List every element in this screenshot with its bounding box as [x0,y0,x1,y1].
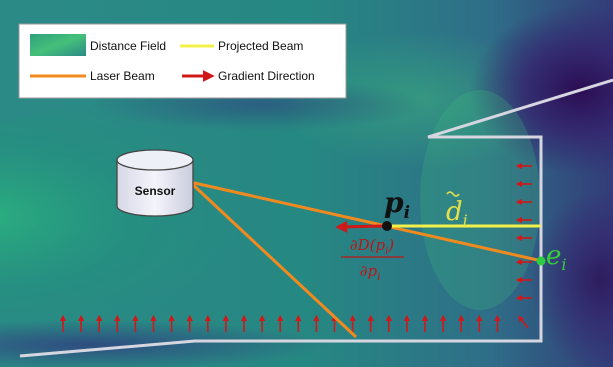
label-e-i: ei [546,241,567,274]
legend-swatch-distance-field [30,34,86,56]
sensor-label: Sensor [135,184,176,198]
legend: Distance Field Projected Beam Laser Beam… [18,23,347,99]
svg-text:∂pi: ∂pi [360,262,381,283]
gradient-arrow-at-point [335,220,385,233]
label-p-i: pi [384,186,410,223]
label-gradient-fraction: ∂D(pi) ∂pi [341,236,404,283]
laser-beam-to-endpoint [189,180,543,263]
endpoint-e-i [536,256,546,266]
gradient-arrows-right [515,162,532,302]
label-d-tilde-i: di [446,191,468,230]
point-p-i [382,221,392,231]
laser-beam-to-wall [188,180,358,339]
legend-label-distance-field: Distance Field [90,39,166,53]
legend-label-laser-beam: Laser Beam [90,69,155,83]
gradient-arrows-bottom [59,314,501,332]
wall-outline [19,78,613,358]
svg-text:di: di [446,197,468,230]
svg-text:∂D(pi): ∂D(pi) [350,236,394,257]
legend-label-gradient-direction: Gradient Direction [218,69,315,83]
gradient-arrow-corner [518,315,529,329]
sensor-cylinder: Sensor [116,149,194,217]
legend-label-projected-beam: Projected Beam [218,39,303,53]
